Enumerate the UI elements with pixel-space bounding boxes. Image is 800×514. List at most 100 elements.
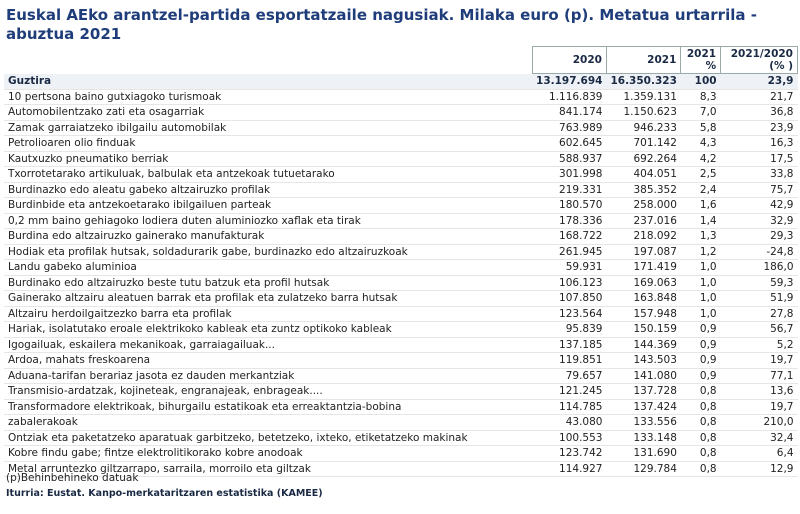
cell-value: 13,6	[770, 385, 794, 398]
cell-value: 12,9	[770, 462, 794, 475]
cell-label: Igogailuak, eskailera mekanikoak, garrai…	[8, 338, 275, 351]
cell-label: Burdinazko edo aleatu gabeko altzairuzko…	[8, 183, 271, 196]
cell-value: 56,7	[770, 323, 794, 336]
cell-value: 0,9	[699, 323, 717, 336]
cell-value: 692.264	[633, 152, 677, 165]
table-row: Txorrotetarako artikuluak, balbulak eta …	[4, 167, 798, 182]
cell-value: 21,7	[770, 90, 794, 103]
cell-value: 131.690	[633, 447, 677, 460]
cell-value: 5,2	[776, 338, 794, 351]
column-header	[4, 47, 532, 74]
cell-value: 143.503	[633, 354, 677, 367]
cell-value: 19,7	[770, 400, 794, 413]
cell-value: 180.570	[559, 199, 603, 212]
cell-label: Guztira	[4, 73, 533, 89]
table-row: Burdina edo altzairuzko gainerako manufa…	[4, 229, 798, 244]
cell-value: 1.359.131	[623, 90, 677, 103]
cell-value: 0,9	[699, 354, 717, 367]
cell-value: 133.148	[633, 431, 677, 444]
cell-value: 32,9	[770, 214, 794, 227]
cell-value: 5,8	[699, 121, 717, 134]
cell-label: Burdinako edo altzairuzko beste tutu bat…	[8, 276, 330, 289]
cell-value: 100.553	[559, 431, 603, 444]
cell-value: 106.123	[559, 276, 603, 289]
cell-value: 4,3	[699, 137, 717, 150]
cell-value: -24,8	[766, 245, 794, 258]
cell-value: 588.937	[559, 152, 603, 165]
cell-value: 95.839	[565, 323, 603, 336]
cell-value: 197.087	[633, 245, 677, 258]
table-row: Transformadore elektrikoak, bihurgailu e…	[4, 399, 798, 415]
cell-value: 137.185	[559, 338, 603, 351]
cell-value: 1.116.839	[549, 90, 603, 103]
cell-value: 123.742	[559, 447, 603, 460]
cell-value: 1.150.623	[623, 106, 677, 119]
cell-label: Ontziak eta paketatzeko aparatuak garbit…	[8, 431, 468, 444]
cell-value: 13.197.694	[532, 73, 607, 89]
cell-value: 16,3	[770, 137, 794, 150]
table-row: Burdinako edo altzairuzko beste tutu bat…	[4, 275, 798, 291]
cell-label: Kautxuzko pneumatiko berriak	[8, 152, 169, 165]
cell-value: 168.722	[559, 230, 603, 243]
cell-value: 0,8	[699, 462, 717, 475]
source: Iturria: Eustat. Kanpo-merkataritzaren e…	[6, 488, 323, 499]
cell-value: 33,8	[770, 168, 794, 181]
cell-label: Metal arruntezko giltzarrapo, sarraila, …	[8, 462, 311, 475]
cell-value: 1,3	[699, 230, 717, 243]
column-header: 2021/2020 (% )	[720, 46, 798, 74]
cell-value: 150.159	[633, 323, 677, 336]
cell-value: 32,4	[770, 431, 794, 444]
table-row: Landu gabeko aluminioa 59.931 171.419 1,0 18…	[4, 260, 798, 275]
cell-label: 0,2 mm baino gehiagoko lodiera duten alu…	[8, 214, 361, 227]
cell-value: 51,9	[770, 292, 794, 305]
cell-value: 121.245	[559, 385, 603, 398]
cell-value: 114.927	[559, 462, 603, 475]
data-table: 2020 2021 2021 % 2021/2020 (% ) Guztira 13.1…	[4, 46, 798, 477]
table-row: Hodiak eta profilak hutsak, soldadurarik…	[4, 244, 798, 260]
cell-label: Aduana-tarifan berariaz jasota ez dauden…	[8, 369, 295, 382]
cell-label: Kobre findu gabe; fintze elektrolitikora…	[8, 447, 303, 460]
cell-value: 7,0	[699, 106, 717, 119]
table-row: Burdinazko edo aleatu gabeko altzairuzko…	[4, 182, 798, 198]
cell-value: 141.080	[633, 369, 677, 382]
cell-value: 763.989	[559, 121, 603, 134]
cell-value: 137.424	[633, 400, 677, 413]
table-row: Altzairu herdoilgaitzezko barra eta prof…	[4, 306, 798, 322]
table-row: Gainerako altzairu aleatuen barrak eta p…	[4, 291, 798, 306]
cell-value: 100	[680, 73, 721, 89]
cell-label: Automobilentzako zati eta osagarriak	[8, 106, 205, 119]
cell-value: 0,8	[699, 431, 717, 444]
cell-value: 59.931	[565, 261, 603, 274]
cell-label: Hariak, isolatutako eroale elektrikoko k…	[8, 323, 392, 336]
table-row: Automobilentzako zati eta osagarriak 841.…	[4, 105, 798, 120]
cell-value: 404.051	[633, 168, 677, 181]
cell-value: 0,8	[699, 385, 717, 398]
cell-value: 42,9	[770, 199, 794, 212]
cell-value: 107.850	[559, 292, 603, 305]
cell-value: 1,0	[699, 292, 717, 305]
cell-value: 385.352	[633, 183, 677, 196]
cell-value: 1,0	[699, 276, 717, 289]
title: Euskal AEko arantzel-partida esportatzai…	[6, 6, 757, 43]
column-header: 2021 %	[680, 46, 722, 74]
total-row: Guztira 13.197.694 16.350.323 100 23,9	[4, 73, 798, 89]
cell-value: 27,8	[770, 307, 794, 320]
cell-value: 19,7	[770, 354, 794, 367]
table-row: zabalerakoak 43.080 133.556 0,8 210,0	[4, 415, 798, 430]
cell-value: 23,9	[720, 73, 798, 89]
table-row: Aduana-tarifan berariaz jasota ez dauden…	[4, 368, 798, 384]
cell-label: Altzairu herdoilgaitzezko barra eta prof…	[8, 307, 232, 320]
cell-value: 79.657	[565, 369, 603, 382]
cell-value: 0,8	[699, 447, 717, 460]
cell-value: 946.233	[633, 121, 677, 134]
table-row: Hariak, isolatutako eroale elektrikoko k…	[4, 322, 798, 337]
cell-value: 237.016	[633, 214, 677, 227]
footnote: (p)Behinbehineko datuak	[6, 472, 139, 484]
cell-value: 43.080	[565, 416, 603, 429]
cell-value: 17,5	[770, 152, 794, 165]
cell-value: 0,9	[699, 369, 717, 382]
cell-value: 219.331	[559, 183, 603, 196]
cell-value: 602.645	[559, 137, 603, 150]
table-row: Igogailuak, eskailera mekanikoak, garrai…	[4, 337, 798, 353]
